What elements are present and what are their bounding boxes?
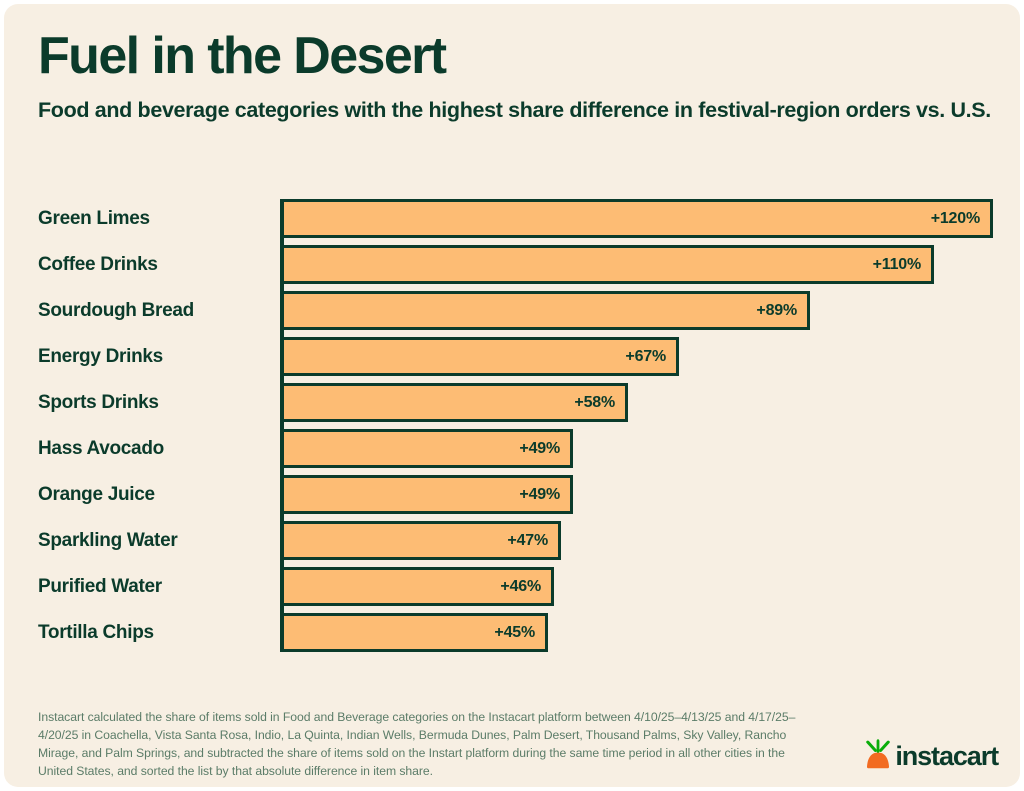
bar-track: +58% bbox=[280, 383, 998, 422]
bar-value-label: +67% bbox=[625, 347, 666, 365]
bar-track: +49% bbox=[280, 475, 998, 514]
bar-track: +89% bbox=[280, 291, 998, 330]
instacart-wordmark: instacart bbox=[895, 741, 999, 771]
bar-track: +67% bbox=[280, 337, 998, 376]
bar-category-label: Purified Water bbox=[38, 576, 162, 597]
bar-track: +110% bbox=[280, 245, 998, 284]
carrot-icon bbox=[865, 739, 891, 774]
instacart-logo: instacart bbox=[865, 739, 999, 774]
bar-value-label: +46% bbox=[500, 577, 541, 595]
bar-category-label: Green Limes bbox=[38, 208, 150, 229]
bar-category-label: Tortilla Chips bbox=[38, 622, 154, 643]
bar-value-label: +89% bbox=[756, 301, 797, 319]
bar-row: Sourdough Bread +89% bbox=[38, 291, 998, 330]
bar: +67% bbox=[280, 337, 679, 376]
bar-track: +45% bbox=[280, 613, 998, 652]
bar-track: +49% bbox=[280, 429, 998, 468]
bar-category-label: Sports Drinks bbox=[38, 392, 159, 413]
bar-row: Sports Drinks +58% bbox=[38, 383, 998, 422]
chart-subtitle: Food and beverage categories with the hi… bbox=[38, 98, 991, 123]
bar-category-label: Coffee Drinks bbox=[38, 254, 158, 275]
bar-category-label: Energy Drinks bbox=[38, 346, 163, 367]
footnote-text: Instacart calculated the share of items … bbox=[38, 710, 796, 778]
bar-row: Tortilla Chips +45% bbox=[38, 613, 998, 652]
y-axis-line bbox=[280, 199, 284, 652]
bar-category-label: Sourdough Bread bbox=[38, 300, 194, 321]
bar-value-label: +110% bbox=[872, 255, 922, 273]
bar-value-label: +47% bbox=[507, 531, 548, 549]
chart-header: Fuel in the Desert Food and beverage cat… bbox=[38, 27, 998, 125]
bar-row: Hass Avocado +49% bbox=[38, 429, 998, 468]
bar-row: Sparkling Water +47% bbox=[38, 521, 998, 560]
bar-value-label: +58% bbox=[574, 393, 615, 411]
bar-row: Energy Drinks +67% bbox=[38, 337, 998, 376]
bar-row: Coffee Drinks +110% bbox=[38, 245, 998, 284]
bar-value-label: +49% bbox=[519, 439, 560, 457]
bar: +49% bbox=[280, 429, 573, 468]
bar-value-label: +49% bbox=[519, 485, 560, 503]
bar: +120% bbox=[280, 199, 993, 238]
bar-value-label: +120% bbox=[930, 209, 980, 227]
bar: +58% bbox=[280, 383, 628, 422]
bar-track: +120% bbox=[280, 199, 998, 238]
bar: +45% bbox=[280, 613, 548, 652]
bar-rows-container: Green Limes +120% Coffee Drinks +110% Sourdo… bbox=[38, 199, 998, 652]
bar-value-label: +45% bbox=[494, 623, 535, 641]
bar: +49% bbox=[280, 475, 573, 514]
bar-row: Orange Juice +49% bbox=[38, 475, 998, 514]
bar-category-label: Orange Juice bbox=[38, 484, 155, 505]
bar-track: +46% bbox=[280, 567, 998, 606]
bar-row: Purified Water +46% bbox=[38, 567, 998, 606]
bar: +89% bbox=[280, 291, 810, 330]
bar: +46% bbox=[280, 567, 554, 606]
infographic-card: Fuel in the Desert Food and beverage cat… bbox=[4, 4, 1020, 787]
chart-footer: Instacart calculated the share of items … bbox=[38, 709, 999, 779]
bar-category-label: Hass Avocado bbox=[38, 438, 164, 459]
bar-row: Green Limes +120% bbox=[38, 199, 998, 238]
page-title: Fuel in the Desert bbox=[38, 27, 447, 85]
bar-category-label: Sparkling Water bbox=[38, 530, 178, 551]
bar: +47% bbox=[280, 521, 561, 560]
bar: +110% bbox=[280, 245, 934, 284]
bar-chart: Green Limes +120% Coffee Drinks +110% Sourdo… bbox=[38, 199, 998, 669]
bar-track: +47% bbox=[280, 521, 998, 560]
